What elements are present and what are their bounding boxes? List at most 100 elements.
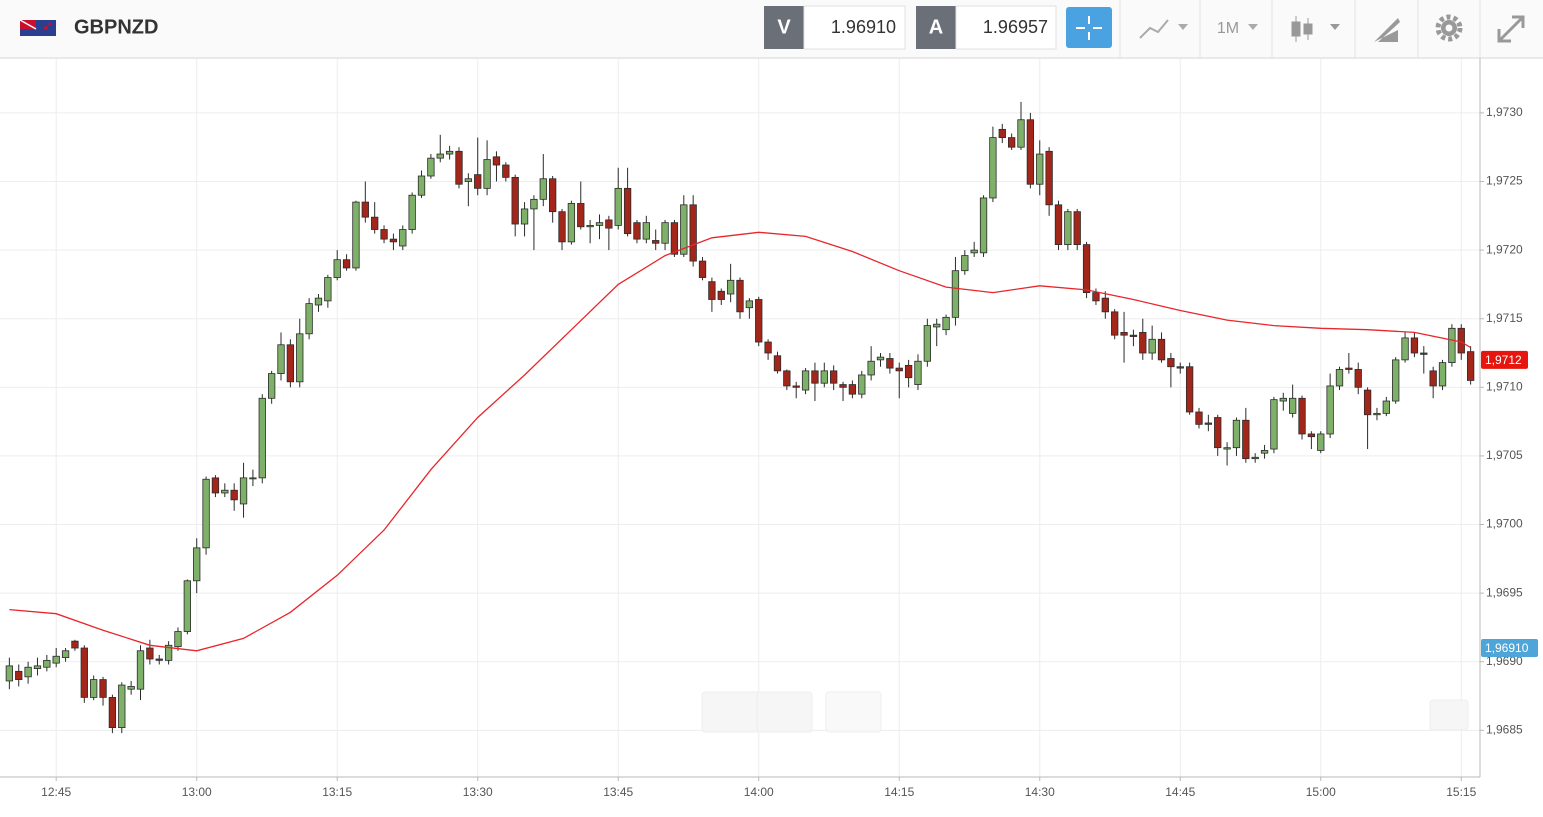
y-tick-label: 1,9725 [1486,174,1523,188]
candle-body [202,478,210,549]
candle-body [689,204,697,262]
candle-body [1373,412,1381,416]
candle-body [623,187,632,235]
candle-body [1335,369,1344,387]
candle-body [511,176,519,225]
candle-body [830,370,838,384]
candle-body [1148,338,1156,354]
candle-body [1017,119,1025,148]
candle-body [1054,204,1063,246]
candle-body [1223,447,1231,450]
x-tick-label: 14:15 [884,785,914,799]
settings-button[interactable] [1435,14,1463,42]
candle-body [1326,385,1334,435]
candle-body [1232,419,1241,449]
candle-body [1157,338,1166,361]
candle-body [296,333,304,383]
candle-body [1429,370,1437,387]
ask-price: 1.96957 [983,17,1048,37]
candle-body [24,666,32,678]
candle-style-button[interactable] [1291,16,1340,42]
candle-body [286,344,295,383]
candle-body [464,178,473,182]
candle-body [136,650,145,690]
chart-type-button[interactable] [1139,19,1188,39]
y-tick-label: 1,9685 [1486,723,1523,737]
candle-body [324,277,332,302]
candle-body [1298,397,1306,435]
x-tick-label: 15:00 [1306,785,1336,799]
candle-body [970,249,978,254]
candle-body [118,684,126,729]
separators [1119,0,1481,58]
candle-body [277,344,285,374]
candle-body [1185,366,1194,413]
scroll-button[interactable] [1429,699,1469,731]
candle-body [371,216,379,230]
draw-button[interactable] [1374,18,1400,42]
candle-body [380,229,388,240]
candle-body [783,370,791,387]
candle-body [848,384,857,395]
candle-body [436,153,444,159]
candle-body [595,222,604,226]
candle-body [5,665,14,682]
candle-body [1176,366,1184,369]
candle-body [1242,419,1250,460]
timeframe-button[interactable]: 1M [1217,20,1239,37]
candle-body [586,225,594,228]
bid-label: V [777,16,791,38]
candle-body [1111,311,1119,336]
candle-body [755,299,763,343]
candle-body [520,208,529,225]
candle-body [221,489,229,494]
candle-body [193,547,201,582]
y-tick-label: 1,9690 [1486,654,1523,668]
candle-body [445,150,454,155]
candle-body [1270,399,1278,450]
candle-body [605,219,613,229]
candle-body [539,178,547,200]
candle-body [1466,351,1475,381]
bid-button[interactable] [764,6,804,49]
candle-body [1448,327,1456,364]
candle-body [904,364,913,379]
candle-body [1129,334,1138,337]
candle-body [1392,359,1400,402]
candle-body [867,360,875,376]
candle-body [455,150,463,185]
candle-body [352,201,360,269]
candle-body [680,204,688,255]
candle-body [1289,397,1297,414]
candle-body [736,279,744,313]
candle-body [1345,367,1353,370]
candle-body [858,374,866,395]
candle-body [33,665,42,670]
candle-body [333,259,341,278]
crosshair-icon [1076,16,1102,40]
crosshair-button[interactable] [1066,7,1112,48]
ask-button[interactable] [916,6,956,49]
candle-body [1082,244,1091,294]
y-tick-label: 1,9705 [1486,448,1523,462]
grid [0,58,1480,777]
candle-body [342,259,351,269]
candle-body [1354,369,1362,388]
candle-body [492,156,501,166]
candle-body [230,489,238,501]
candle-body [61,650,70,659]
candle-body [961,255,969,272]
reset-button[interactable] [825,691,882,733]
x-tick-label: 13:00 [182,785,212,799]
candle-body [483,159,491,189]
candle-body [989,137,997,199]
candle-body [1307,433,1316,438]
candle-body [567,203,576,243]
candle-body [811,370,819,384]
candle-body [979,197,988,254]
price-tag-label: 1,9712 [1485,353,1522,367]
expand-button[interactable] [1497,15,1525,43]
candle-body [1204,422,1213,425]
candle-body [633,222,641,240]
